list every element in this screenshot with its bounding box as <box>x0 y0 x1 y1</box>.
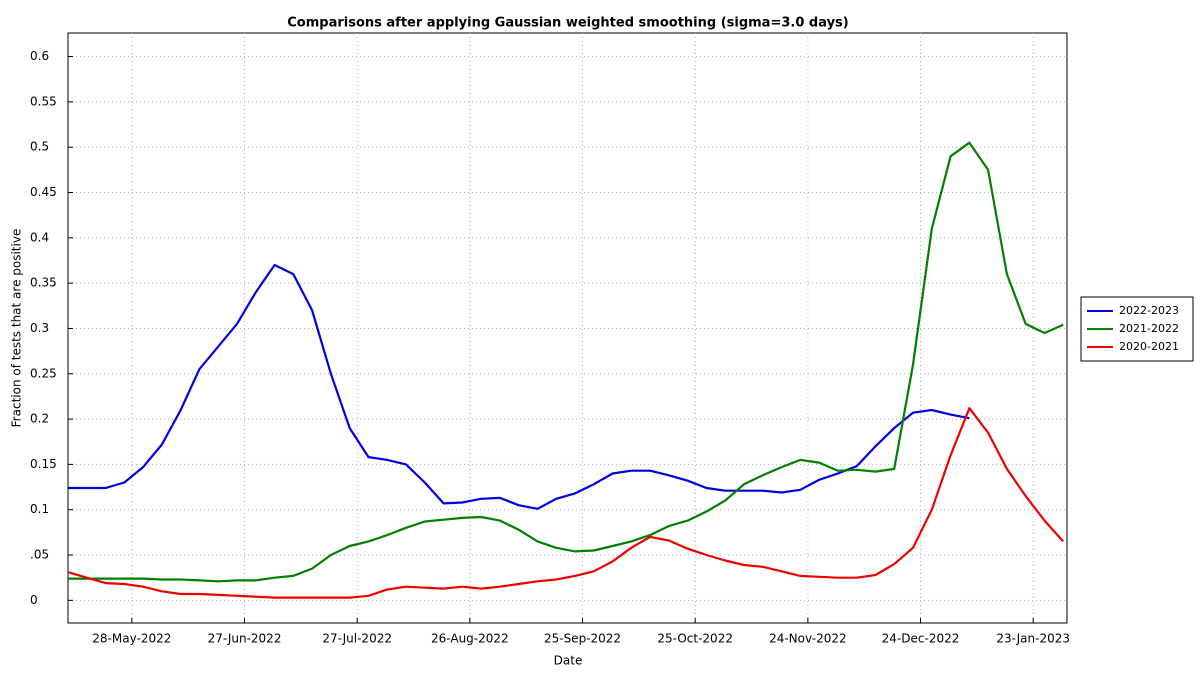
legend-label: 2020-2021 <box>1119 340 1179 353</box>
y-tick-label: 0.6 <box>30 49 49 63</box>
y-tick-label: 0.3 <box>30 321 49 335</box>
x-tick-label: 25-Oct-2022 <box>657 632 733 646</box>
x-tick-label: 26-Aug-2022 <box>431 632 509 646</box>
y-tick-label: 0.5 <box>30 140 49 154</box>
data-line <box>67 407 1065 599</box>
y-tick-label: .05 <box>30 548 49 562</box>
y-tick-label: 0.35 <box>30 276 57 290</box>
x-tick-label: 28-May-2022 <box>92 632 171 646</box>
y-tick-label: 0.15 <box>30 457 57 471</box>
data-line <box>68 141 1064 583</box>
data-line <box>68 263 970 510</box>
y-tick-label: 0 <box>30 593 38 607</box>
y-tick-label: 0.4 <box>30 230 49 244</box>
x-tick-label: 25-Sep-2022 <box>544 632 621 646</box>
x-tick-label: 27-Jun-2022 <box>208 632 282 646</box>
legend-label: 2022-2023 <box>1119 304 1179 317</box>
y-axis-label: Fraction of tests that are positive <box>10 229 24 428</box>
legend-label: 2021-2022 <box>1119 322 1179 335</box>
y-tick-label: 0.55 <box>30 94 57 108</box>
y-tick-label: 0.2 <box>30 412 49 426</box>
x-tick-label: 27-Jul-2022 <box>322 632 392 646</box>
y-tick-label: 0.45 <box>30 185 57 199</box>
x-axis-label: Date <box>554 654 583 668</box>
y-tick-label: 0.1 <box>30 502 49 516</box>
x-tick-label: 24-Nov-2022 <box>769 632 847 646</box>
x-tick-label: 23-Jan-2023 <box>996 632 1070 646</box>
y-tick-label: 0.25 <box>30 366 57 380</box>
chart-title: Comparisons after applying Gaussian weig… <box>287 16 849 31</box>
x-tick-label: 24-Dec-2022 <box>882 632 960 646</box>
